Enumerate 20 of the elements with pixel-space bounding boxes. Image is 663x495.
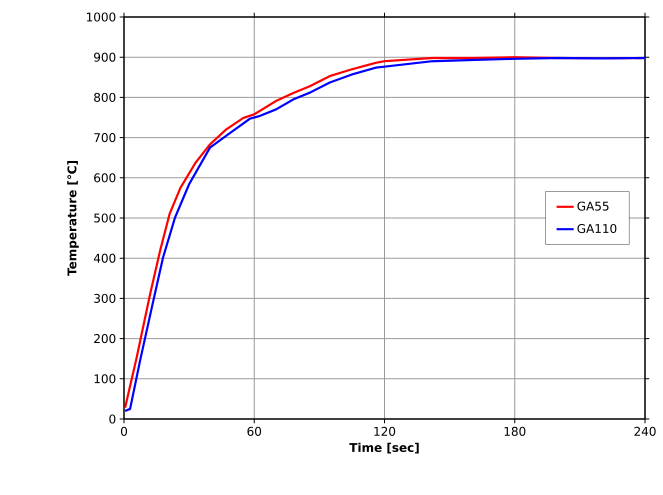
y-tick-label: 800 — [94, 92, 116, 102]
y-tick-label: 900 — [94, 52, 116, 62]
x-tick-label: 180 — [504, 426, 526, 436]
x-tick-label: 120 — [374, 426, 396, 436]
y-tick-label: 200 — [94, 334, 116, 344]
y-tick-label: 1000 — [86, 12, 116, 22]
y-tick-label: 500 — [94, 213, 116, 223]
y-tick-label: 700 — [94, 133, 116, 142]
y-tick-label: 300 — [94, 294, 116, 303]
x-tick-label: 60 — [247, 426, 262, 436]
x-axis-title: Time [sec] — [349, 442, 419, 454]
legend-label: GA55 — [577, 202, 608, 211]
y-tick-label: 100 — [94, 374, 116, 384]
x-tick-label: 240 — [634, 426, 656, 436]
y-tick-label: 600 — [94, 173, 116, 182]
y-tick-label: 400 — [94, 254, 116, 263]
legend-label: GA110 — [577, 224, 616, 234]
y-axis-title: Temperature [℃] — [67, 161, 79, 276]
x-tick-label: 0 — [120, 426, 128, 436]
y-tick-label: 0 — [109, 414, 116, 424]
